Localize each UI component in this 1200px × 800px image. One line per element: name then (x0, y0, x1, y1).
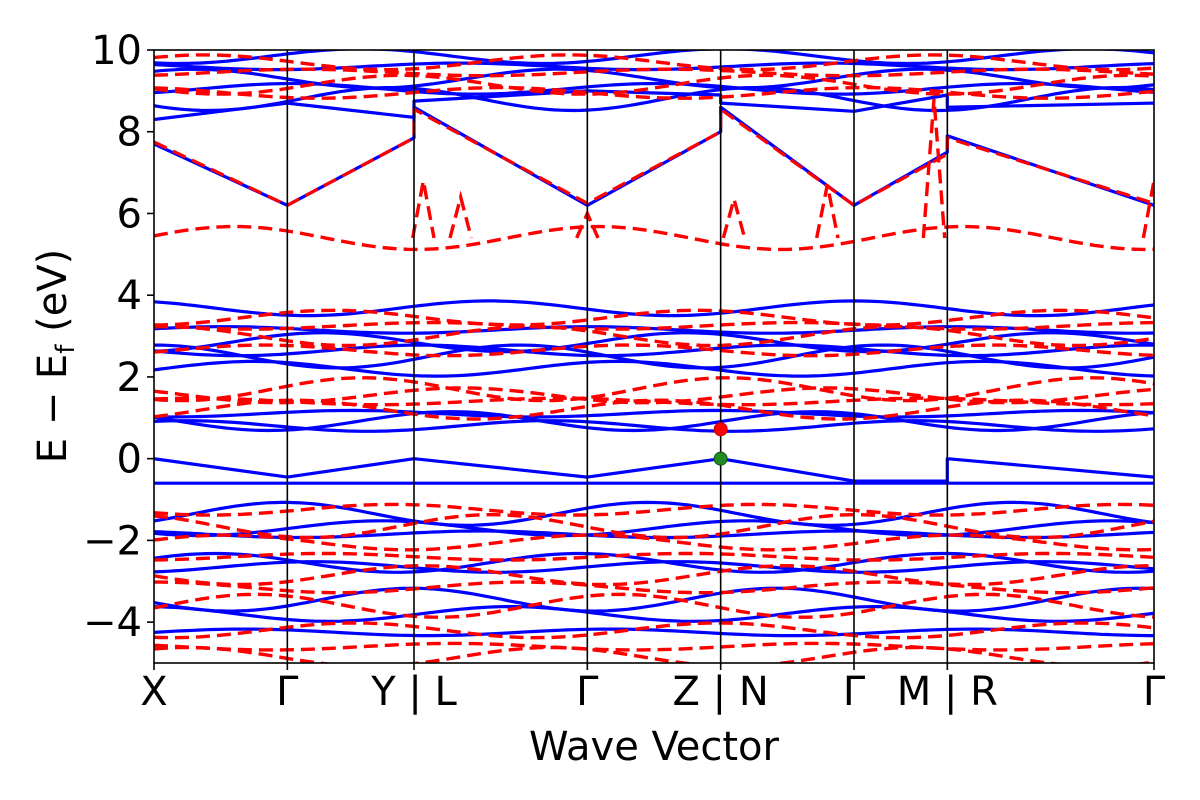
dashed-band-line (154, 376, 1154, 403)
y-tick-label: 8 (117, 110, 142, 156)
dashed-band-line (154, 513, 1154, 540)
y-tick-label: 2 (117, 355, 142, 401)
dashed-band-spike (410, 180, 436, 239)
dashed-band-line (154, 308, 1154, 327)
solid-band-line (154, 627, 1154, 638)
solid-band-line (154, 551, 1154, 574)
y-tick-label: −2 (83, 518, 142, 564)
dashed-band-spike (721, 192, 747, 239)
marker-group (713, 422, 728, 466)
solid-band-curve (154, 457, 1154, 483)
y-tick-label: 10 (91, 28, 142, 74)
solid-band-curve (154, 89, 1154, 122)
dashed-band-line (154, 224, 1154, 252)
solid-band-line (154, 343, 1154, 370)
solid-band-line (154, 408, 1154, 419)
dashed-band-spike (921, 98, 947, 239)
solid-band-line (154, 419, 1154, 433)
solid-band-line (154, 410, 1154, 433)
x-tick-label: Y | L (370, 669, 457, 715)
solid-band-line (154, 343, 1154, 358)
solid-band-line (154, 500, 1154, 527)
solid-band-line (154, 299, 1154, 318)
dashed-band-line (154, 563, 1154, 587)
x-tick-label: Γ (576, 669, 599, 715)
dashed-band-line (154, 592, 1154, 619)
x-tick-label: Γ (843, 669, 866, 715)
y-tick-label: 0 (117, 437, 142, 483)
solid-band-line (154, 519, 1154, 538)
x-axis-ticks: X Γ Y | L Γ Z | N Γ M | R Γ (140, 663, 1166, 715)
solid-band-line (154, 605, 1154, 623)
dashed-band-line (154, 580, 1154, 595)
solid-band-line (154, 560, 1154, 574)
y-axis-title: E − Ef (eV) (30, 249, 81, 464)
y-axis-title-main: E − E (30, 354, 76, 464)
solid-band-line (154, 61, 1154, 72)
band-edge-marker (713, 422, 728, 437)
dashed-band-line (154, 502, 1154, 517)
y-axis-ticks: −4 −2 0 2 4 6 8 10 (83, 28, 154, 646)
dashed-band-spike (448, 190, 473, 239)
y-tick-label: 6 (117, 191, 142, 237)
y-axis-title-unit: (eV) (30, 249, 76, 345)
high-symmetry-lines (286, 50, 949, 663)
plot-frame (153, 49, 1155, 664)
x-tick-label: X (140, 669, 167, 715)
band-edge-marker (713, 451, 728, 466)
x-tick-label: M | R (897, 669, 998, 715)
dashed-band-line (154, 53, 1154, 72)
y-axis-title-subscript: f (51, 344, 81, 354)
x-tick-label: Z | N (673, 669, 769, 715)
solid-band-line (154, 325, 1154, 335)
dashed-band-curve (154, 107, 1154, 207)
solid-band-line (154, 67, 1154, 90)
plot-area (154, 50, 1154, 663)
dashed-band-spike (815, 184, 840, 239)
x-tick-label: Γ (1143, 669, 1166, 715)
y-tick-label: 4 (117, 273, 142, 319)
x-tick-label: Γ (276, 669, 299, 715)
y-tick-label: −4 (83, 600, 142, 646)
solid-band-line (154, 331, 1154, 354)
x-axis-title: Wave Vector (529, 724, 780, 770)
dashed-band-line (154, 641, 1154, 652)
